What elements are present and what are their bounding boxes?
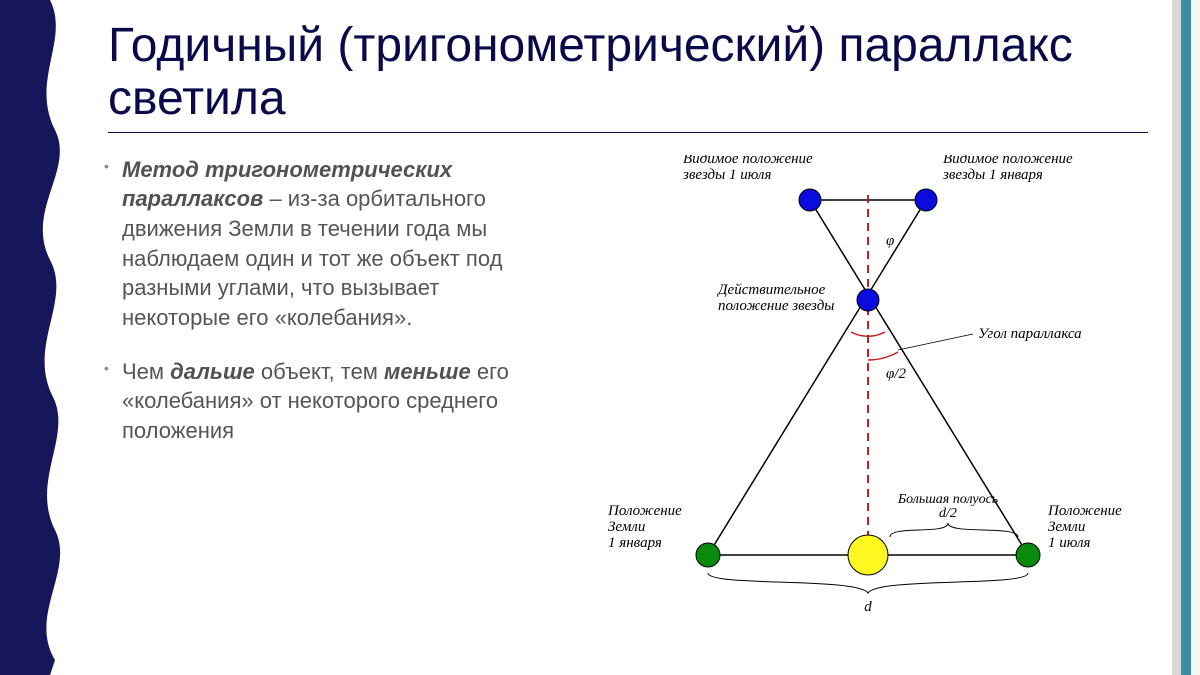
svg-text:положение звезды: положение звезды (718, 298, 834, 314)
svg-text:φ: φ (886, 233, 894, 249)
svg-text:1 января: 1 января (608, 535, 662, 551)
svg-text:Большая полуось: Большая полуось (897, 492, 998, 507)
svg-text:Положение: Положение (1047, 503, 1122, 519)
svg-text:Видимое положение: Видимое положение (943, 155, 1073, 167)
text-column: Метод тригонометрических параллаксов – и… (108, 155, 538, 650)
svg-text:Видимое положение: Видимое положение (683, 155, 813, 167)
right-stripes (1172, 0, 1200, 675)
svg-text:Угол параллакса: Угол параллакса (978, 326, 1082, 342)
svg-text:φ/2: φ/2 (886, 366, 906, 382)
slide-title: Годичный (тригонометрический) параллакс … (108, 20, 1148, 133)
svg-text:1 июля: 1 июля (1048, 535, 1090, 551)
svg-text:Земли: Земли (1048, 519, 1085, 535)
svg-text:звезды 1 июля: звезды 1 июля (682, 167, 771, 183)
wave-decoration (0, 0, 78, 675)
svg-text:d/2: d/2 (939, 506, 957, 521)
svg-text:d: d (864, 599, 872, 615)
svg-text:Действительное: Действительное (716, 282, 826, 298)
svg-text:звезды 1 января: звезды 1 января (942, 167, 1043, 183)
svg-text:Земли: Земли (608, 519, 645, 535)
parallax-diagram: Видимое положениезвезды 1 июляВидимое по… (548, 155, 1138, 650)
svg-text:Положение: Положение (607, 503, 682, 519)
bullet-1: Метод тригонометрических параллаксов – и… (108, 155, 538, 333)
bullet-2: Чем дальше объект, тем меньше его «колеб… (108, 357, 538, 446)
